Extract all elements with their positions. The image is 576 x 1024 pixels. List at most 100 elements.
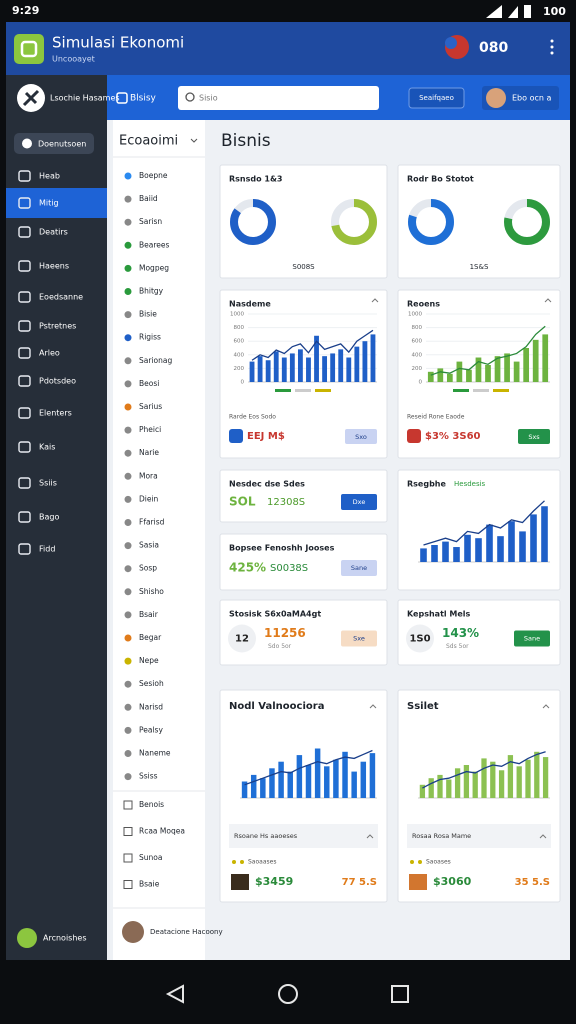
bar bbox=[369, 753, 376, 798]
card-button-label[interactable]: Sane bbox=[351, 564, 367, 572]
bar bbox=[456, 361, 463, 382]
status-time: 9:29 bbox=[12, 4, 39, 17]
sidebar-item[interactable]: Pstretnes bbox=[39, 322, 76, 331]
sidebar-item[interactable]: Mitig bbox=[39, 199, 59, 208]
subnav-item[interactable]: Begar bbox=[139, 633, 162, 642]
bar bbox=[507, 755, 514, 798]
subnav-item[interactable]: Bearees bbox=[139, 240, 170, 249]
card-button[interactable] bbox=[345, 429, 377, 444]
subnav-item[interactable]: Sesioh bbox=[139, 679, 164, 688]
sidebar-item[interactable]: Haeens bbox=[39, 262, 69, 271]
subnav-item[interactable]: Sarisn bbox=[139, 217, 162, 226]
collapse-chevron[interactable] bbox=[539, 834, 547, 839]
sidebar-item[interactable]: Kais bbox=[39, 443, 55, 452]
sidebar-item[interactable]: Elenters bbox=[39, 409, 72, 418]
sidebar-item-icon bbox=[18, 291, 31, 303]
subnav-item[interactable]: Nepe bbox=[139, 656, 159, 665]
menu-dot[interactable] bbox=[550, 39, 554, 43]
subnav-item[interactable]: Shisho bbox=[139, 587, 164, 596]
card-title: Bopsee Fenoshh Jooses bbox=[229, 544, 335, 553]
subnav-item[interactable]: Narie bbox=[139, 448, 159, 457]
bar bbox=[269, 768, 275, 798]
collapse-chevron[interactable] bbox=[544, 298, 552, 303]
collapse-chevron[interactable] bbox=[369, 704, 377, 709]
sidebar-item[interactable]: Deatirs bbox=[39, 228, 68, 237]
card-button[interactable] bbox=[514, 630, 550, 647]
subnav-item[interactable]: Bisie bbox=[139, 310, 157, 319]
nav-recent[interactable] bbox=[391, 985, 409, 1003]
subnav-item[interactable]: Sasia bbox=[139, 541, 159, 550]
card-button[interactable] bbox=[341, 494, 377, 510]
search-placeholder[interactable]: Sisio bbox=[199, 94, 218, 103]
collapse-chevron[interactable] bbox=[366, 834, 374, 839]
card-button-label[interactable]: Dxe bbox=[353, 498, 366, 506]
y-tick-label: 200 bbox=[412, 366, 423, 372]
sidebar-button-label[interactable]: Doenutsoen bbox=[38, 140, 86, 149]
card-button-label[interactable]: Sxo bbox=[355, 433, 367, 441]
collapse-chevron[interactable] bbox=[542, 704, 550, 709]
user-name[interactable]: Ebo ocn a bbox=[512, 94, 551, 103]
card-button-label[interactable]: Sxe bbox=[353, 635, 365, 643]
sidebar-item[interactable]: Arleo bbox=[39, 349, 60, 358]
menu-dot[interactable] bbox=[550, 45, 554, 49]
sidebar-item-active[interactable] bbox=[6, 188, 107, 218]
bar bbox=[481, 758, 487, 798]
subnav-icon bbox=[124, 218, 132, 226]
trend-line bbox=[423, 500, 545, 546]
subnav-item[interactable]: Diein bbox=[139, 494, 159, 503]
sidebar-item[interactable]: Pdotsdeo bbox=[39, 377, 76, 386]
subnav-item[interactable]: Sarionag bbox=[139, 356, 172, 365]
bar bbox=[523, 348, 530, 382]
sidebar-item[interactable]: Bago bbox=[39, 513, 59, 522]
subnav-item[interactable]: Naneme bbox=[139, 749, 171, 758]
card-legend: Saoases bbox=[426, 859, 451, 866]
card-button-label[interactable]: Sxs bbox=[528, 433, 540, 441]
subnav-item[interactable]: Narisd bbox=[139, 702, 163, 711]
collapse-chevron[interactable] bbox=[371, 298, 379, 303]
search-box[interactable] bbox=[178, 86, 379, 110]
card bbox=[219, 599, 388, 666]
card-button[interactable] bbox=[518, 429, 550, 444]
subnav-item[interactable]: Ssiss bbox=[139, 772, 158, 781]
subnav-item[interactable]: Mora bbox=[139, 471, 158, 480]
sidebar-item[interactable]: Heab bbox=[39, 172, 60, 181]
bar bbox=[305, 765, 312, 798]
sidebar-item[interactable]: Ssiis bbox=[39, 479, 57, 488]
sidebar-footer[interactable]: Arcnoishes bbox=[43, 934, 87, 943]
subnav-item[interactable]: Baiid bbox=[139, 194, 158, 203]
subnav-item[interactable]: Beosi bbox=[139, 379, 159, 388]
subnav-item[interactable]: Ffarisd bbox=[139, 518, 165, 527]
legend-swatch bbox=[315, 389, 331, 392]
subnav-item[interactable]: Sunoa bbox=[139, 853, 162, 862]
header-badge: 080 bbox=[479, 40, 508, 56]
subnav-item[interactable]: Pealsy bbox=[139, 725, 163, 734]
subnav-item[interactable]: Mogpeg bbox=[139, 263, 169, 272]
nav-back[interactable] bbox=[165, 984, 184, 1004]
subnav-item[interactable]: Sarius bbox=[139, 402, 162, 411]
subnav-item[interactable]: Bhitgy bbox=[139, 287, 164, 296]
subnav-footer[interactable]: Deatacione Hacoony bbox=[150, 928, 223, 936]
sidebar-item[interactable]: Eoedsanne bbox=[39, 293, 83, 302]
card-button[interactable] bbox=[341, 630, 377, 647]
sidebar-button[interactable] bbox=[14, 133, 94, 154]
card-button-label[interactable]: Sane bbox=[524, 635, 540, 643]
subnav-icon bbox=[124, 750, 132, 757]
topbar-button[interactable] bbox=[408, 87, 465, 109]
card-button[interactable] bbox=[341, 560, 377, 576]
subnav-item[interactable]: Benois bbox=[139, 800, 164, 809]
subnav-item[interactable]: Pheici bbox=[139, 425, 161, 434]
user-avatar bbox=[486, 88, 506, 108]
bar bbox=[490, 761, 496, 798]
subnav-item[interactable]: Bsair bbox=[139, 610, 159, 619]
subnav-item[interactable]: Rigiss bbox=[139, 333, 161, 342]
bar bbox=[442, 541, 449, 562]
subnav-item[interactable]: Boepne bbox=[139, 171, 168, 180]
menu-dot[interactable] bbox=[550, 51, 554, 55]
subnav-item[interactable]: Bsaie bbox=[139, 880, 160, 889]
sidebar-item[interactable]: Fidd bbox=[39, 545, 55, 554]
subnav-item[interactable]: Sosp bbox=[139, 564, 157, 573]
stat-thumb bbox=[231, 874, 249, 890]
nav-home[interactable] bbox=[278, 984, 298, 1004]
subnav-item[interactable]: Rcaa Moqea bbox=[139, 827, 185, 836]
topbar-button-label[interactable]: Seaifqaeo bbox=[419, 94, 454, 102]
